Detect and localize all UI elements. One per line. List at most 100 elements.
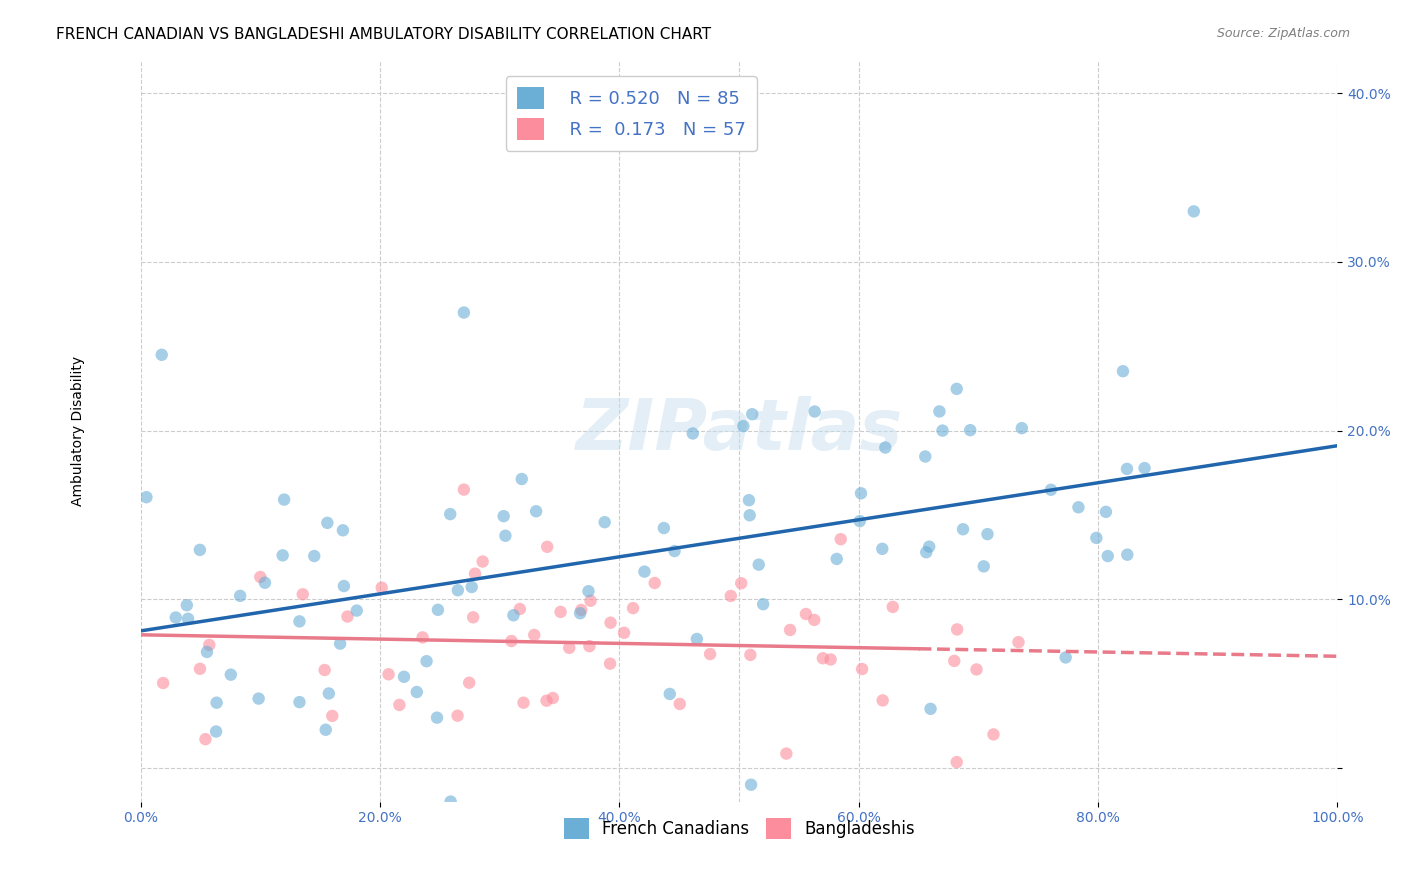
Point: [271, 549, 294, 563]
Point: [412, 631, 434, 645]
Point: [321, 709, 343, 723]
Point: [803, 404, 825, 418]
Point: [945, 382, 967, 396]
Point: [460, 580, 482, 594]
Point: [875, 441, 897, 455]
Point: [405, 685, 427, 699]
Point: [825, 552, 848, 566]
Point: [302, 549, 325, 563]
Point: [195, 645, 218, 659]
Point: [775, 747, 797, 761]
Point: [803, 613, 825, 627]
Point: [135, 490, 157, 504]
Point: [1039, 483, 1062, 497]
Point: [914, 450, 936, 464]
Point: [569, 606, 592, 620]
Point: [1067, 500, 1090, 515]
Y-axis label: Ambulatory Disability: Ambulatory Disability: [72, 356, 86, 506]
Point: [318, 686, 340, 700]
Point: [314, 663, 336, 677]
Point: [599, 657, 621, 671]
Point: [501, 634, 523, 648]
Point: [811, 651, 834, 665]
Point: [188, 542, 211, 557]
Point: [664, 544, 686, 558]
Point: [415, 654, 437, 668]
Point: [471, 555, 494, 569]
Point: [1097, 549, 1119, 563]
Point: [946, 623, 969, 637]
Point: [1095, 505, 1118, 519]
Point: [510, 472, 533, 486]
Point: [569, 603, 592, 617]
Point: [686, 632, 709, 646]
Point: [915, 545, 938, 559]
Point: [502, 608, 524, 623]
Point: [733, 419, 755, 434]
Point: [1112, 364, 1135, 378]
Point: [699, 647, 721, 661]
Point: [453, 305, 475, 319]
Point: [453, 483, 475, 497]
Point: [633, 565, 655, 579]
Legend: French Canadians, Bangladeshis: French Canadians, Bangladeshis: [557, 812, 921, 846]
Point: [720, 589, 742, 603]
Point: [668, 697, 690, 711]
Point: [332, 523, 354, 537]
Point: [177, 612, 200, 626]
Point: [1182, 204, 1205, 219]
Point: [315, 723, 337, 737]
Point: [738, 493, 761, 508]
Point: [794, 607, 817, 621]
Point: [512, 696, 534, 710]
Point: [752, 597, 775, 611]
Point: [976, 527, 998, 541]
Point: [541, 691, 564, 706]
Point: [458, 675, 481, 690]
Point: [931, 424, 953, 438]
Point: [440, 795, 463, 809]
Point: [329, 637, 352, 651]
Point: [464, 566, 486, 581]
Point: [621, 601, 644, 615]
Point: [658, 687, 681, 701]
Point: [849, 486, 872, 500]
Point: [219, 667, 242, 681]
Point: [494, 529, 516, 543]
Point: [152, 676, 174, 690]
Point: [388, 698, 411, 712]
Point: [426, 603, 449, 617]
Point: [194, 732, 217, 747]
Point: [205, 696, 228, 710]
Point: [377, 667, 399, 681]
Point: [918, 540, 941, 554]
Point: [536, 540, 558, 554]
Point: [578, 639, 600, 653]
Point: [509, 602, 531, 616]
Point: [524, 504, 547, 518]
Point: [426, 711, 449, 725]
Point: [740, 778, 762, 792]
Point: [599, 615, 621, 630]
Point: [820, 652, 842, 666]
Point: [652, 521, 675, 535]
Point: [740, 648, 762, 662]
Point: [872, 693, 894, 707]
Point: [966, 662, 988, 676]
Point: [247, 691, 270, 706]
Point: [851, 662, 873, 676]
Point: [1007, 635, 1029, 649]
Point: [446, 708, 468, 723]
Point: [550, 605, 572, 619]
Point: [198, 638, 221, 652]
Point: [447, 583, 470, 598]
Point: [229, 589, 252, 603]
Point: [920, 702, 942, 716]
Point: [1133, 461, 1156, 475]
Point: [150, 348, 173, 362]
Point: [983, 727, 1005, 741]
Point: [253, 575, 276, 590]
Point: [945, 755, 967, 769]
Point: [336, 609, 359, 624]
Point: [370, 581, 392, 595]
